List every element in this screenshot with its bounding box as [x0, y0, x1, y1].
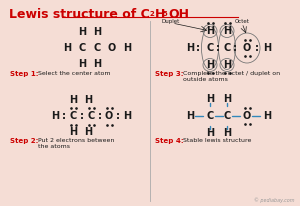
Text: H: H [206, 128, 214, 138]
Text: H: H [63, 43, 71, 53]
Text: H: H [263, 111, 271, 121]
Text: C: C [224, 43, 231, 53]
Text: C: C [93, 43, 100, 53]
Text: H: H [123, 43, 131, 53]
Text: Stable lewis structure: Stable lewis structure [183, 138, 251, 143]
Text: :: : [233, 43, 237, 53]
Text: H: H [69, 127, 77, 137]
Text: H: H [84, 95, 92, 105]
Text: H: H [263, 43, 271, 53]
Text: OH: OH [168, 8, 189, 21]
Text: Select the center atom: Select the center atom [38, 71, 110, 76]
Text: C: C [224, 111, 231, 121]
Text: C: C [87, 111, 94, 121]
Text: H: H [223, 60, 231, 70]
Text: H: H [78, 27, 86, 37]
Text: Put 2 electrons between
the atoms: Put 2 electrons between the atoms [38, 138, 114, 149]
Text: :: : [216, 43, 220, 53]
Text: H: H [93, 59, 101, 69]
Text: C: C [69, 111, 76, 121]
Text: :: : [196, 43, 200, 53]
Text: Lewis structure of C: Lewis structure of C [9, 8, 150, 21]
Text: H: H [206, 60, 214, 70]
Text: Step 1:: Step 1: [10, 71, 38, 77]
Text: © pediabay.com: © pediabay.com [254, 197, 295, 203]
Text: H: H [51, 111, 59, 121]
Text: H: H [223, 94, 231, 104]
Text: C: C [78, 43, 85, 53]
Text: H: H [69, 95, 77, 105]
Text: Duplet: Duplet [162, 19, 180, 24]
Text: Step 3:: Step 3: [155, 71, 184, 77]
Text: O: O [243, 43, 251, 53]
Text: O: O [108, 43, 116, 53]
Text: :: : [116, 111, 120, 121]
Text: Step 4:: Step 4: [155, 138, 184, 144]
Text: :: : [80, 111, 84, 121]
Text: Octet: Octet [235, 19, 250, 24]
Text: H: H [223, 128, 231, 138]
Text: H: H [223, 26, 231, 36]
Text: Step 2:: Step 2: [10, 138, 38, 144]
Text: H: H [155, 8, 165, 21]
Text: :: : [62, 111, 66, 121]
Text: 2: 2 [150, 11, 155, 17]
Text: C: C [206, 111, 214, 121]
Text: H: H [123, 111, 131, 121]
Text: C: C [206, 43, 214, 53]
Text: H: H [206, 94, 214, 104]
Text: H: H [93, 27, 101, 37]
Text: O: O [243, 111, 251, 121]
Text: Complete the octet / duplet on
outside atoms: Complete the octet / duplet on outside a… [183, 71, 280, 82]
Text: H: H [206, 26, 214, 36]
Text: 5: 5 [163, 11, 168, 17]
Text: :: : [98, 111, 102, 121]
Text: H: H [78, 59, 86, 69]
Text: O: O [105, 111, 113, 121]
Text: H: H [186, 111, 194, 121]
Text: H: H [186, 43, 194, 53]
Text: H: H [84, 127, 92, 137]
Text: :: : [255, 43, 259, 53]
